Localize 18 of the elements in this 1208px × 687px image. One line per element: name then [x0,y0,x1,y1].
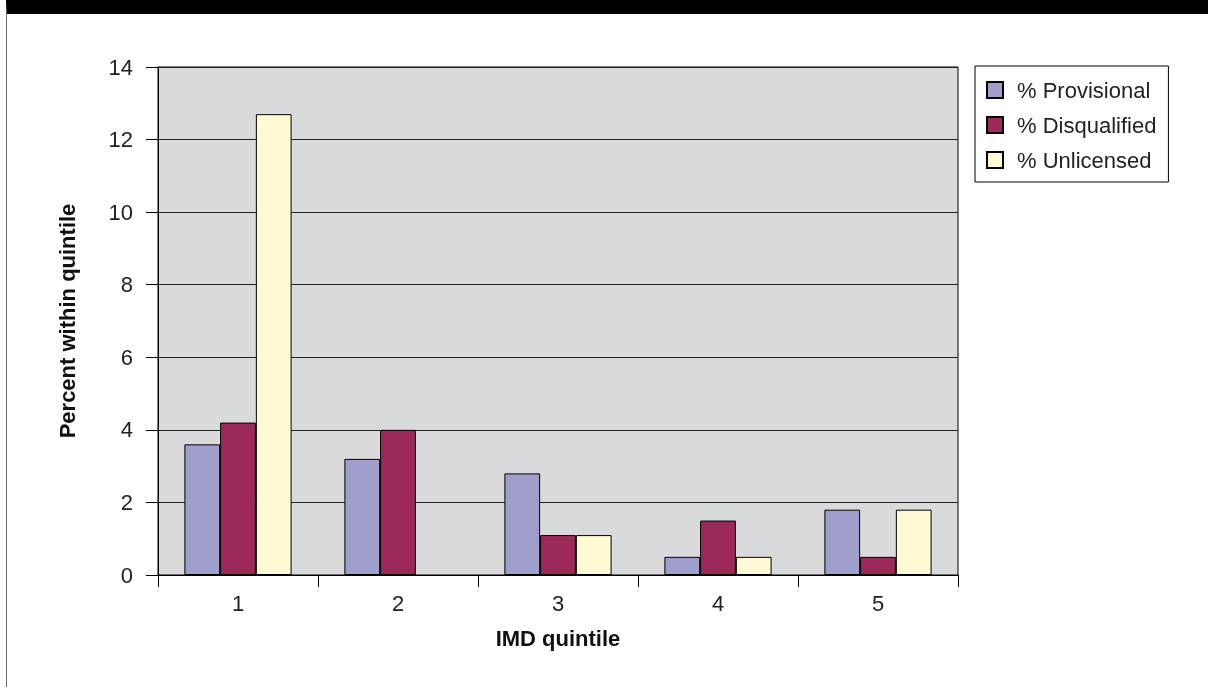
legend-label: % Provisional [1017,77,1151,103]
y-tick-label: 4 [120,417,133,443]
x-tick-label: 2 [391,590,405,616]
y-tick-label: 6 [120,344,133,370]
x-tick-label: 4 [711,590,725,616]
y-tick-label: 0 [120,562,133,588]
x-tick-label: 3 [551,590,565,616]
x-tick-label: 5 [871,590,885,616]
y-tick-label: 2 [120,489,133,515]
y-tick-label: 10 [108,199,133,225]
y-tick-label: 12 [108,127,133,153]
x-axis-title: IMD quintile [495,625,621,651]
legend-label: % Unlicensed [1017,147,1152,173]
y-tick-label: 14 [108,54,133,80]
legend-label: % Disqualified [1017,112,1157,138]
y-tick-label: 8 [120,272,133,298]
y-axis-title: Percent within quintile [54,203,80,439]
x-tick-label: 1 [231,590,245,616]
